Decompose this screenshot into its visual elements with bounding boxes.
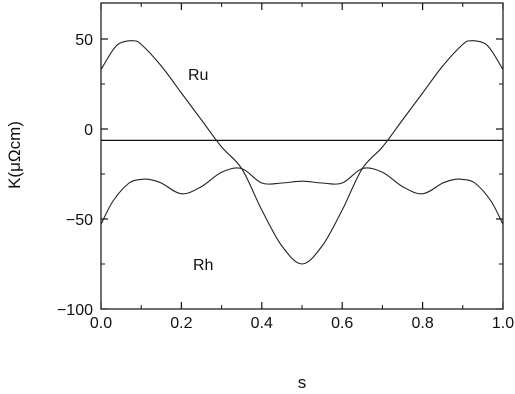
axis-ticks: 0.0 0.2 0.4 0.6 0.8 1.0 −100 −50 0 50 [57,3,514,332]
y-tick-label: 0 [84,122,93,139]
x-tick-label: 0.6 [331,315,353,332]
x-tick-label: 0.0 [90,315,112,332]
x-axis-label: s [298,373,307,392]
series-lines [100,40,504,265]
series-line-rh [100,167,504,225]
x-tick-label: 0.4 [251,315,273,332]
y-tick-label: 50 [75,32,93,49]
plot-frame [100,2,504,310]
y-axis-label: K(μΩcm) [5,121,24,189]
series-label-ru: Ru [188,67,208,84]
y-tick-label: −100 [57,302,93,319]
x-tick-label: 0.2 [170,315,192,332]
series-label-rh: Rh [193,257,213,274]
y-tick-label: −50 [66,212,93,229]
x-tick-label: 1.0 [492,315,514,332]
series-line-ru [100,40,504,265]
x-tick-label: 0.8 [411,315,433,332]
